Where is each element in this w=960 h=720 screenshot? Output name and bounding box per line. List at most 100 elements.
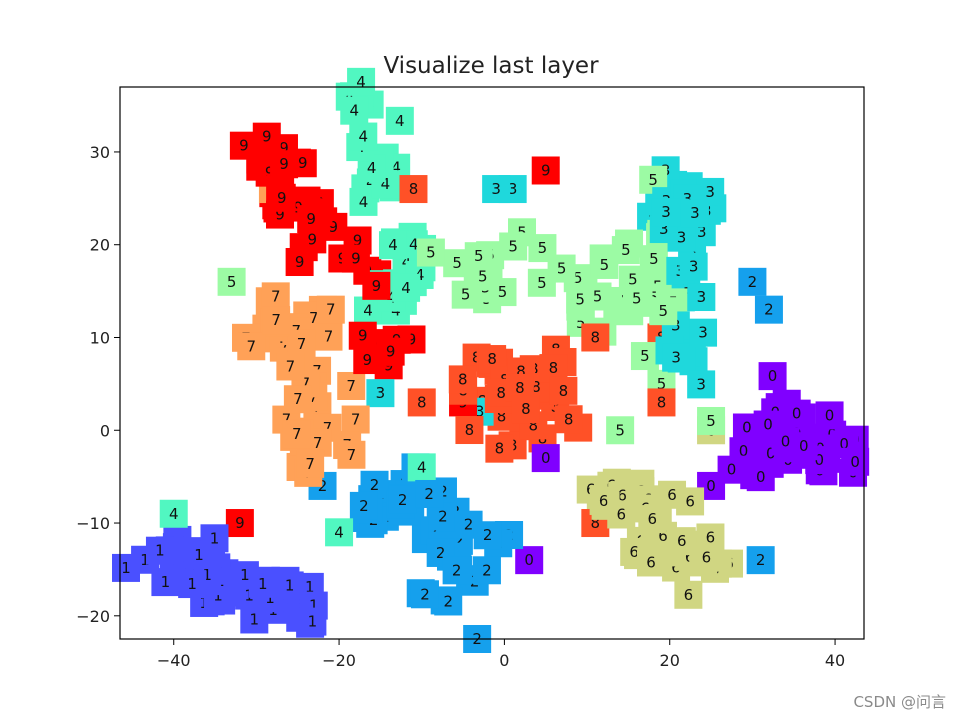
data-point-7: 7 bbox=[282, 420, 311, 449]
svg-text:9: 9 bbox=[279, 139, 289, 157]
svg-text:2: 2 bbox=[420, 585, 430, 603]
svg-text:7: 7 bbox=[271, 287, 281, 305]
data-point-5: 5 bbox=[464, 242, 493, 271]
svg-text:2: 2 bbox=[764, 301, 774, 319]
data-point-0: 0 bbox=[758, 362, 787, 391]
data-point-9: 9 bbox=[376, 337, 405, 366]
svg-text:1: 1 bbox=[250, 610, 260, 628]
data-point-7: 7 bbox=[262, 306, 291, 335]
svg-text:9: 9 bbox=[358, 327, 368, 345]
y-tick-label: 10 bbox=[90, 328, 110, 347]
data-point-3: 3 bbox=[679, 252, 708, 281]
data-point-7: 7 bbox=[341, 405, 370, 434]
svg-text:7: 7 bbox=[282, 411, 292, 429]
svg-text:4: 4 bbox=[395, 112, 405, 130]
svg-text:9: 9 bbox=[279, 155, 289, 173]
svg-text:1: 1 bbox=[187, 575, 197, 593]
svg-text:0: 0 bbox=[766, 445, 776, 463]
svg-text:3: 3 bbox=[683, 190, 693, 208]
svg-text:5: 5 bbox=[537, 274, 547, 292]
svg-text:8: 8 bbox=[496, 384, 506, 402]
svg-text:5: 5 bbox=[576, 314, 586, 332]
svg-text:5: 5 bbox=[498, 283, 508, 301]
data-point-4: 4 bbox=[340, 96, 369, 125]
data-point-8: 8 bbox=[549, 376, 578, 405]
svg-text:8: 8 bbox=[465, 421, 475, 439]
svg-text:6: 6 bbox=[667, 486, 677, 504]
y-tick-label: 30 bbox=[90, 143, 110, 162]
data-point-7: 7 bbox=[316, 295, 345, 324]
svg-text:5: 5 bbox=[557, 260, 567, 278]
data-point-5: 5 bbox=[606, 416, 635, 445]
data-point-3: 3 bbox=[689, 318, 718, 347]
svg-text:9: 9 bbox=[351, 250, 361, 268]
svg-text:5: 5 bbox=[517, 223, 527, 241]
svg-text:4: 4 bbox=[334, 523, 344, 541]
svg-text:0: 0 bbox=[756, 468, 766, 486]
svg-text:9: 9 bbox=[295, 253, 305, 271]
data-point-7: 7 bbox=[314, 322, 343, 351]
svg-text:0: 0 bbox=[839, 435, 849, 453]
svg-text:5: 5 bbox=[615, 421, 625, 439]
data-point-7: 7 bbox=[296, 449, 325, 478]
svg-text:5: 5 bbox=[474, 247, 484, 265]
svg-text:9: 9 bbox=[386, 343, 396, 361]
data-point-6: 6 bbox=[674, 580, 703, 609]
svg-text:3: 3 bbox=[705, 183, 715, 201]
x-axis: −40 −20 0 20 40 bbox=[157, 639, 845, 670]
data-point-3: 3 bbox=[651, 198, 680, 227]
x-tick-label: 0 bbox=[499, 651, 509, 670]
svg-text:7: 7 bbox=[286, 357, 296, 375]
svg-text:5: 5 bbox=[648, 171, 658, 189]
svg-text:0: 0 bbox=[739, 442, 749, 460]
data-point-5: 5 bbox=[630, 342, 659, 371]
data-point-0: 0 bbox=[515, 546, 544, 575]
svg-text:9: 9 bbox=[372, 277, 382, 295]
svg-text:1: 1 bbox=[258, 575, 268, 593]
svg-text:1: 1 bbox=[121, 559, 131, 577]
svg-text:2: 2 bbox=[424, 485, 434, 503]
svg-text:1: 1 bbox=[213, 587, 223, 605]
data-point-7: 7 bbox=[337, 371, 366, 400]
y-tick-label: 0 bbox=[100, 421, 110, 440]
data-point-2: 2 bbox=[388, 485, 417, 514]
data-point-1: 1 bbox=[298, 607, 327, 636]
svg-text:5: 5 bbox=[575, 291, 585, 309]
x-tick-label: 40 bbox=[825, 651, 845, 670]
svg-text:7: 7 bbox=[305, 455, 315, 473]
svg-text:6: 6 bbox=[706, 528, 716, 546]
data-point-6: 6 bbox=[692, 543, 721, 572]
data-point-8: 8 bbox=[647, 388, 676, 417]
data-point-0: 0 bbox=[531, 444, 560, 473]
svg-text:0: 0 bbox=[799, 437, 809, 455]
data-point-8: 8 bbox=[399, 175, 428, 204]
svg-text:1: 1 bbox=[202, 566, 212, 584]
data-point-3: 3 bbox=[687, 283, 716, 312]
data-point-2: 2 bbox=[415, 479, 444, 508]
data-point-7: 7 bbox=[337, 440, 366, 469]
data-point-1: 1 bbox=[200, 524, 229, 553]
svg-text:7: 7 bbox=[271, 311, 281, 329]
data-point-9: 9 bbox=[353, 346, 382, 375]
svg-text:4: 4 bbox=[169, 505, 179, 523]
data-point-8: 8 bbox=[448, 365, 477, 394]
svg-text:2: 2 bbox=[483, 526, 493, 544]
svg-text:1: 1 bbox=[194, 546, 204, 564]
svg-text:6: 6 bbox=[677, 532, 687, 550]
svg-text:2: 2 bbox=[398, 491, 408, 509]
svg-text:4: 4 bbox=[401, 279, 411, 297]
svg-text:8: 8 bbox=[417, 393, 427, 411]
svg-text:9: 9 bbox=[239, 137, 249, 155]
svg-text:3: 3 bbox=[661, 203, 671, 221]
svg-text:6: 6 bbox=[684, 586, 694, 604]
svg-text:5: 5 bbox=[593, 288, 603, 306]
data-point-5: 5 bbox=[416, 238, 445, 267]
svg-text:5: 5 bbox=[426, 244, 436, 262]
svg-text:7: 7 bbox=[293, 390, 303, 408]
svg-text:5: 5 bbox=[657, 375, 667, 393]
data-point-8: 8 bbox=[455, 416, 484, 445]
data-point-1: 1 bbox=[178, 570, 207, 599]
data-point-2: 2 bbox=[473, 521, 502, 550]
data-point-8: 8 bbox=[485, 434, 514, 463]
